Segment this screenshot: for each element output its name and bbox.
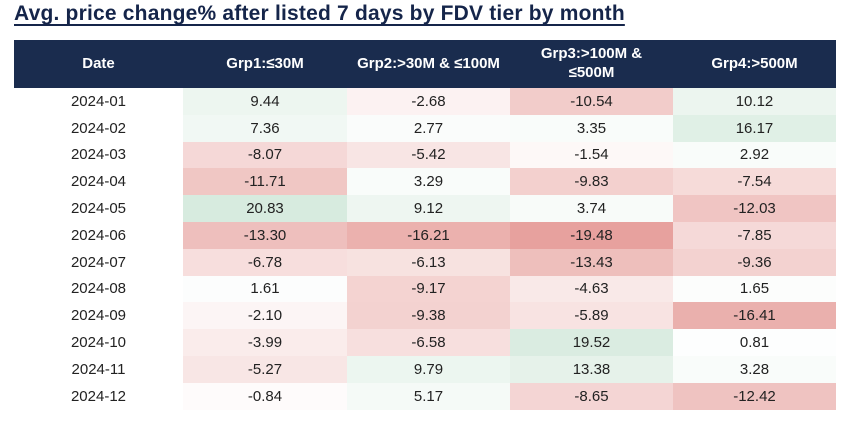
- value-cell: 2.92: [673, 141, 836, 169]
- date-cell: 2024-03: [14, 141, 183, 169]
- table-body: 2024-01 9.44 -2.68 -10.54 10.12 2024-02 7.36 2.…: [14, 88, 836, 410]
- value-cell: 13.38: [510, 355, 673, 383]
- date-cell: 2024-07: [14, 248, 183, 276]
- value-cell: 1.61: [183, 275, 347, 303]
- column-header-label: Grp1:≤30M: [226, 54, 304, 72]
- value-cell: -12.42: [673, 382, 836, 410]
- value-cell: 20.83: [183, 195, 347, 222]
- value-cell: -4.63: [510, 275, 673, 303]
- value-cell: 10.12: [673, 88, 836, 115]
- column-header-label: Grp3:>100M & ≤500M: [540, 45, 643, 81]
- value-cell: 7.36: [183, 114, 347, 142]
- value-cell: -5.27: [183, 355, 347, 383]
- value-cell: -2.10: [183, 302, 347, 330]
- value-cell: -13.30: [183, 221, 347, 249]
- value-cell: -9.38: [347, 302, 510, 330]
- value-cell: 3.29: [347, 168, 510, 196]
- column-header-label: Grp4:>500M: [711, 54, 798, 72]
- date-cell: 2024-01: [14, 88, 183, 115]
- column-header: Grp3:>100M & ≤500M: [510, 40, 673, 88]
- value-cell: -3.99: [183, 329, 347, 356]
- value-cell: -1.54: [510, 141, 673, 169]
- date-cell: 2024-10: [14, 329, 183, 356]
- value-cell: -9.36: [673, 248, 836, 276]
- value-cell: -5.89: [510, 302, 673, 330]
- date-cell: 2024-09: [14, 302, 183, 330]
- value-cell: -7.54: [673, 168, 836, 196]
- column-header: Grp4:>500M: [673, 40, 836, 88]
- value-cell: 3.74: [510, 195, 673, 222]
- date-cell: 2024-08: [14, 275, 183, 303]
- value-cell: -16.41: [673, 302, 836, 330]
- value-cell: 1.65: [673, 275, 836, 303]
- value-cell: -9.83: [510, 168, 673, 196]
- value-cell: -8.65: [510, 382, 673, 410]
- value-cell: -8.07: [183, 141, 347, 169]
- table-header-row: Date Grp1:≤30M Grp2:>30M & ≤100M Grp3:>100M…: [14, 40, 836, 88]
- table-row: 2024-10 -3.99 -6.58 19.52 0.81: [14, 329, 836, 356]
- table-row: 2024-06 -13.30 -16.21 -19.48 -7.85: [14, 221, 836, 249]
- table-row: 2024-02 7.36 2.77 3.35 16.17: [14, 114, 836, 142]
- price-change-heatmap-table: Date Grp1:≤30M Grp2:>30M & ≤100M Grp3:>100M…: [14, 40, 836, 410]
- column-header: Date: [14, 40, 183, 88]
- table-row: 2024-04 -11.71 3.29 -9.83 -7.54: [14, 168, 836, 196]
- value-cell: -9.17: [347, 275, 510, 303]
- date-cell: 2024-12: [14, 382, 183, 410]
- table-row: 2024-12 -0.84 5.17 -8.65 -12.42: [14, 382, 836, 410]
- value-cell: -2.68: [347, 88, 510, 115]
- table-row: 2024-01 9.44 -2.68 -10.54 10.12: [14, 88, 836, 115]
- value-cell: -16.21: [347, 221, 510, 249]
- value-cell: -19.48: [510, 221, 673, 249]
- value-cell: 3.35: [510, 114, 673, 142]
- column-header-label: Grp2:>30M & ≤100M: [357, 54, 500, 72]
- value-cell: 3.28: [673, 355, 836, 383]
- value-cell: -13.43: [510, 248, 673, 276]
- value-cell: 9.44: [183, 88, 347, 115]
- table-row: 2024-07 -6.78 -6.13 -13.43 -9.36: [14, 248, 836, 276]
- value-cell: -12.03: [673, 195, 836, 222]
- date-cell: 2024-04: [14, 168, 183, 196]
- value-cell: -10.54: [510, 88, 673, 115]
- value-cell: 16.17: [673, 114, 836, 142]
- value-cell: -6.58: [347, 329, 510, 356]
- column-header: Grp2:>30M & ≤100M: [347, 40, 510, 88]
- date-cell: 2024-02: [14, 114, 183, 142]
- value-cell: 0.81: [673, 329, 836, 356]
- table-row: 2024-08 1.61 -9.17 -4.63 1.65: [14, 275, 836, 303]
- value-cell: -7.85: [673, 221, 836, 249]
- value-cell: -6.78: [183, 248, 347, 276]
- value-cell: -5.42: [347, 141, 510, 169]
- date-cell: 2024-05: [14, 195, 183, 222]
- value-cell: -6.13: [347, 248, 510, 276]
- column-header: Grp1:≤30M: [183, 40, 347, 88]
- date-cell: 2024-06: [14, 221, 183, 249]
- value-cell: -0.84: [183, 382, 347, 410]
- value-cell: 9.12: [347, 195, 510, 222]
- value-cell: 9.79: [347, 355, 510, 383]
- table-row: 2024-05 20.83 9.12 3.74 -12.03: [14, 195, 836, 222]
- page-title: Avg. price change% after listed 7 days b…: [14, 2, 625, 25]
- table-row: 2024-11 -5.27 9.79 13.38 3.28: [14, 355, 836, 383]
- date-cell: 2024-11: [14, 355, 183, 383]
- value-cell: 19.52: [510, 329, 673, 356]
- table-row: 2024-09 -2.10 -9.38 -5.89 -16.41: [14, 302, 836, 330]
- column-header-label: Date: [82, 54, 115, 72]
- table-row: 2024-03 -8.07 -5.42 -1.54 2.92: [14, 141, 836, 169]
- value-cell: 5.17: [347, 382, 510, 410]
- value-cell: 2.77: [347, 114, 510, 142]
- value-cell: -11.71: [183, 168, 347, 196]
